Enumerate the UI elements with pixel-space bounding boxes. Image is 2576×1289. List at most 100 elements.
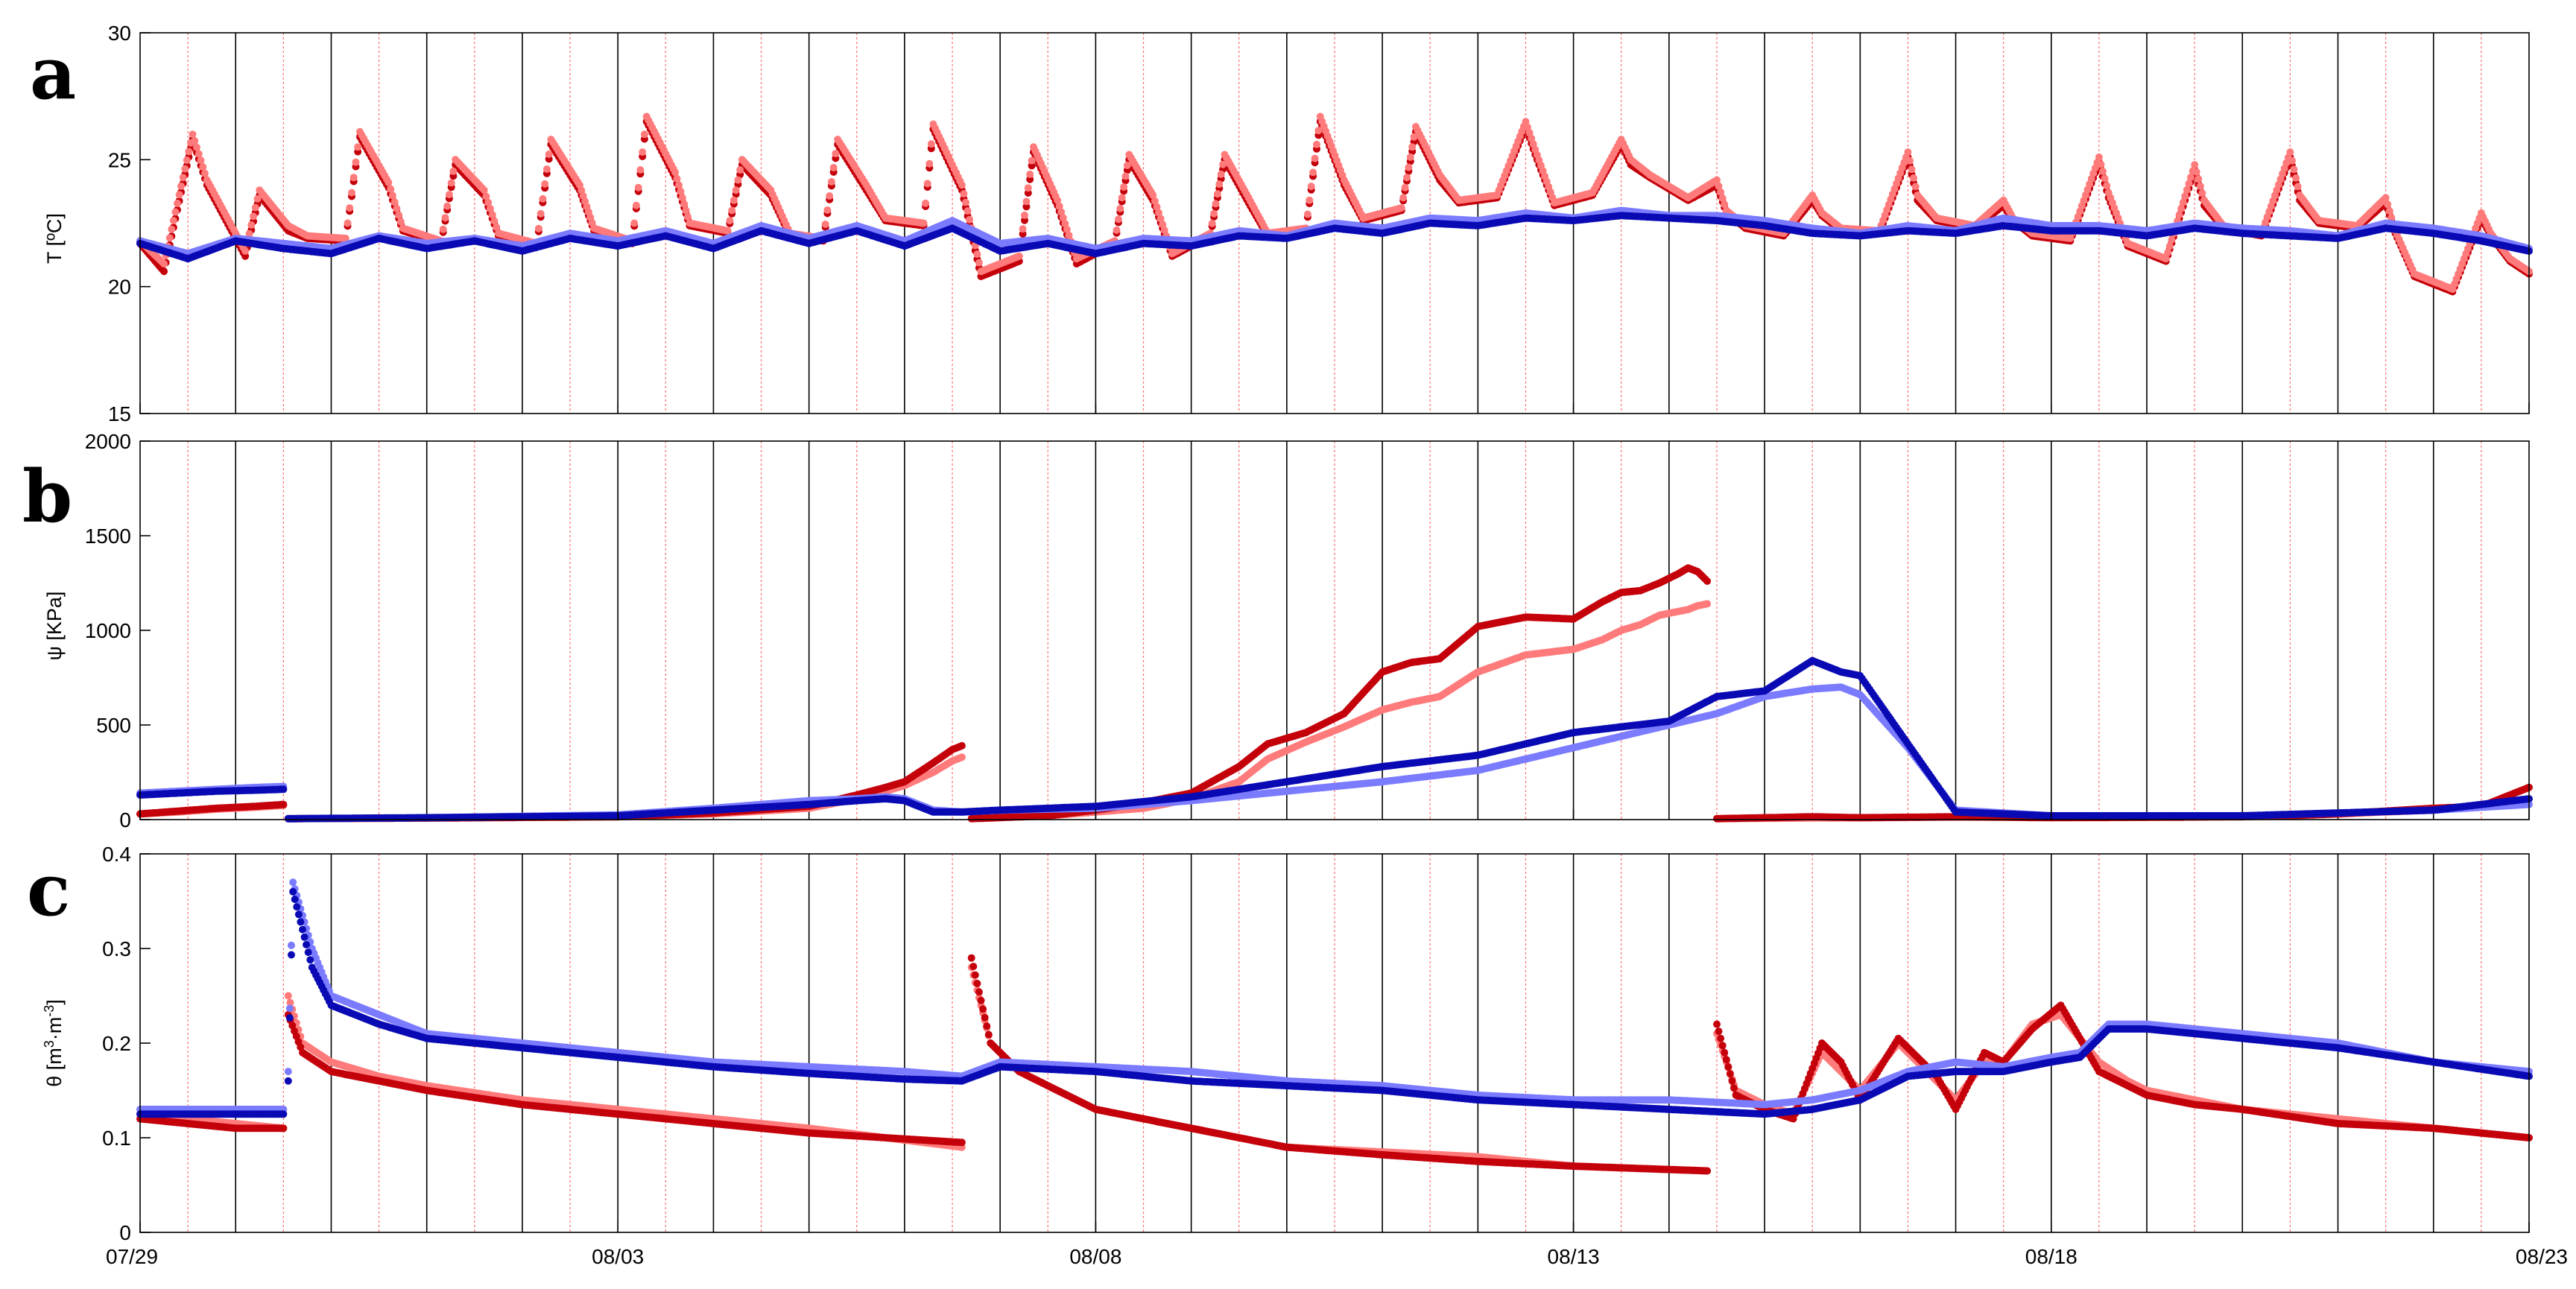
data-point [439,225,447,233]
data-point [534,224,542,232]
data-point [823,206,832,214]
data-point [925,159,934,168]
data-point [352,158,360,166]
data-point [963,207,972,215]
data-point [966,215,974,224]
panel-letter-c: c [27,848,70,932]
data-point [2179,198,2187,206]
data-point [2101,174,2109,183]
data-point [388,191,396,200]
data-point [189,130,197,139]
data-point [632,201,640,209]
data-point [171,208,180,216]
data-point [447,179,455,187]
data-point [1307,183,1315,191]
data-point [1401,183,1409,191]
data-point [730,196,738,204]
data-point [973,250,981,259]
data-point [390,198,399,206]
data-point [684,213,692,221]
data-point [829,164,838,171]
data-point [348,189,355,197]
data-point [1215,180,1224,189]
data-point [197,156,205,165]
data-point [346,204,354,212]
data-point [247,221,256,229]
data-point [1019,225,1027,233]
data-point [387,185,395,193]
data-point [349,174,358,182]
data-point [251,203,259,212]
data-point [250,212,258,221]
data-point [680,200,689,208]
data-point [2185,180,2193,188]
data-point [962,198,969,206]
data-point [736,166,744,174]
data-point [1116,204,1124,212]
plot-layer: 15202530050010001500200000.10.20.30.407/… [85,22,2568,1268]
data-point [168,225,176,233]
data-point [537,209,545,218]
data-point [395,211,403,219]
data-point [160,260,168,267]
data-point [169,217,177,225]
data-point [183,156,191,164]
panel-letter-b: b [22,455,72,539]
data-point [160,267,168,276]
data-point [678,194,686,202]
data-point [174,199,181,207]
data-point [1313,140,1320,148]
data-point [1910,174,1918,182]
data-point [1024,184,1032,192]
data-point [960,190,968,197]
data-point [1213,190,1221,198]
data-point [1303,210,1311,218]
data-point [1906,156,1914,165]
data-point [728,206,736,215]
data-point [2164,248,2172,256]
data-point [682,206,690,215]
data-point [634,183,642,191]
data-point [734,176,742,184]
data-point [384,179,393,186]
data-point [927,140,935,148]
data-point [194,150,203,158]
data-point [191,137,199,145]
data-point [2187,174,2194,181]
data-point [2294,183,2302,191]
data-point [393,205,401,212]
data-point [1026,170,1034,178]
data-point [640,130,648,139]
data-point [545,151,553,158]
data-point [2191,161,2199,169]
data-point [1118,194,1126,202]
data-point [2382,194,2390,202]
data-point [2385,207,2393,215]
data-point [165,234,174,242]
data-point [175,191,183,199]
y-axis-label-b-text: ψ [KPa] [43,592,66,661]
data-point [826,192,834,200]
data-point [1113,226,1121,234]
data-point [2194,175,2203,183]
data-point [732,186,740,194]
data-point [1028,156,1036,165]
data-point [1399,194,1408,202]
data-point [1217,170,1225,178]
data-point [2168,236,2176,244]
data-point [1121,172,1130,180]
data-point [673,174,681,183]
data-point [675,181,683,189]
data-point [2103,182,2111,190]
data-point [344,219,352,227]
data-point [639,148,647,156]
data-point [1015,252,1023,260]
data-point [1212,200,1220,208]
data-point [179,174,187,182]
data-point [1904,148,1912,156]
data-point [2288,156,2296,165]
data-point [1120,183,1128,191]
data-point [636,166,645,174]
data-point [2192,168,2200,176]
